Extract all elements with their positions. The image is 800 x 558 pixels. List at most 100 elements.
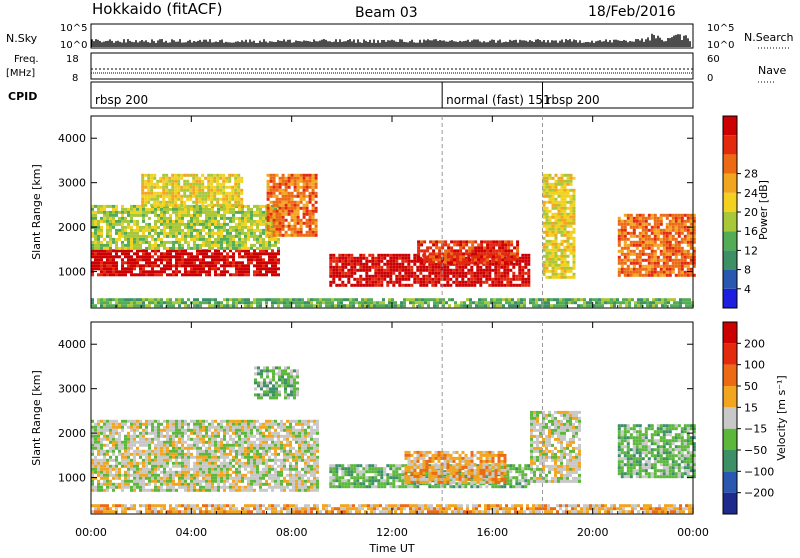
data-cell bbox=[187, 223, 190, 226]
data-cell bbox=[373, 304, 376, 307]
data-cell bbox=[277, 267, 280, 270]
data-cell bbox=[192, 192, 195, 195]
data-cell bbox=[480, 249, 483, 252]
data-cell bbox=[133, 241, 136, 244]
data-cell bbox=[112, 483, 115, 486]
data-cell bbox=[561, 264, 564, 267]
data-cell bbox=[376, 301, 379, 304]
data-cell bbox=[237, 183, 240, 186]
data-cell bbox=[279, 189, 282, 192]
data-cell bbox=[660, 244, 663, 247]
data-cell bbox=[353, 272, 356, 275]
data-cell bbox=[300, 198, 303, 201]
data-cell bbox=[398, 275, 401, 278]
data-cell bbox=[288, 225, 291, 228]
data-cell bbox=[115, 438, 118, 441]
data-cell bbox=[235, 217, 238, 220]
data-cell bbox=[586, 304, 589, 307]
data-cell bbox=[169, 261, 172, 264]
data-cell bbox=[672, 262, 675, 265]
data-cell bbox=[232, 211, 235, 214]
data-cell bbox=[389, 260, 392, 263]
data-cell bbox=[214, 223, 217, 226]
data-cell bbox=[184, 223, 187, 226]
data-cell bbox=[190, 238, 193, 241]
data-cell bbox=[193, 447, 196, 450]
data-cell bbox=[564, 255, 567, 258]
data-cell bbox=[386, 284, 389, 287]
data-cell bbox=[663, 268, 666, 271]
data-cell bbox=[175, 462, 178, 465]
data-cell bbox=[344, 257, 347, 260]
data-cell bbox=[228, 204, 231, 207]
data-cell bbox=[256, 255, 259, 258]
data-cell bbox=[207, 189, 210, 192]
data-cell bbox=[445, 301, 448, 304]
data-cell bbox=[187, 465, 190, 468]
data-cell bbox=[621, 253, 624, 256]
data-cell bbox=[558, 264, 561, 267]
data-cell bbox=[97, 264, 100, 267]
data-cell bbox=[303, 207, 306, 210]
data-cell bbox=[231, 174, 234, 177]
data-cell bbox=[184, 453, 187, 456]
data-cell bbox=[187, 211, 190, 214]
data-cell bbox=[216, 192, 219, 195]
data-cell bbox=[546, 195, 549, 198]
data-cell bbox=[510, 261, 513, 264]
data-cell bbox=[157, 468, 160, 471]
data-cell bbox=[189, 198, 192, 201]
data-cell bbox=[187, 229, 190, 232]
data-cell bbox=[661, 298, 664, 301]
data-cell bbox=[205, 298, 208, 301]
data-cell bbox=[341, 266, 344, 269]
data-cell bbox=[106, 453, 109, 456]
data-cell bbox=[160, 229, 163, 232]
data-cell bbox=[222, 204, 225, 207]
data-cell bbox=[687, 250, 690, 253]
data-cell bbox=[654, 223, 657, 226]
data-cell bbox=[118, 247, 121, 250]
data-cell bbox=[217, 235, 220, 238]
data-cell bbox=[94, 217, 97, 220]
data-cell bbox=[489, 255, 492, 258]
data-cell bbox=[144, 186, 147, 189]
data-cell bbox=[658, 301, 661, 304]
data-cell bbox=[535, 301, 538, 304]
data-cell bbox=[546, 261, 549, 264]
data-cell bbox=[429, 252, 432, 255]
data-cell bbox=[244, 214, 247, 217]
data-cell bbox=[142, 435, 145, 438]
data-cell bbox=[660, 271, 663, 274]
data-cell bbox=[443, 269, 446, 272]
data-cell bbox=[172, 241, 175, 244]
data-cell bbox=[271, 252, 274, 255]
data-cell bbox=[103, 208, 106, 211]
data-cell bbox=[282, 204, 285, 207]
data-cell bbox=[147, 198, 150, 201]
data-cell bbox=[228, 198, 231, 201]
data-cell bbox=[199, 258, 202, 261]
data-cell bbox=[306, 231, 309, 234]
nave-top-tick: 60 bbox=[707, 54, 720, 65]
data-cell bbox=[115, 423, 118, 426]
data-cell bbox=[303, 180, 306, 183]
data-cell bbox=[312, 204, 315, 207]
data-cell bbox=[404, 272, 407, 275]
data-cell bbox=[672, 223, 675, 226]
data-cell bbox=[193, 220, 196, 223]
data-cell bbox=[256, 304, 259, 307]
data-cell bbox=[235, 244, 238, 247]
data-cell bbox=[512, 275, 515, 278]
data-cell bbox=[416, 281, 419, 284]
data-cell bbox=[371, 254, 374, 257]
data-cell bbox=[501, 261, 504, 264]
data-cell bbox=[154, 211, 157, 214]
data-cell bbox=[115, 220, 118, 223]
data-cell bbox=[303, 234, 306, 237]
data-cell bbox=[367, 298, 370, 301]
data-cell bbox=[109, 450, 112, 453]
data-cell bbox=[434, 278, 437, 281]
data-cell bbox=[136, 486, 139, 489]
data-cell bbox=[177, 186, 180, 189]
